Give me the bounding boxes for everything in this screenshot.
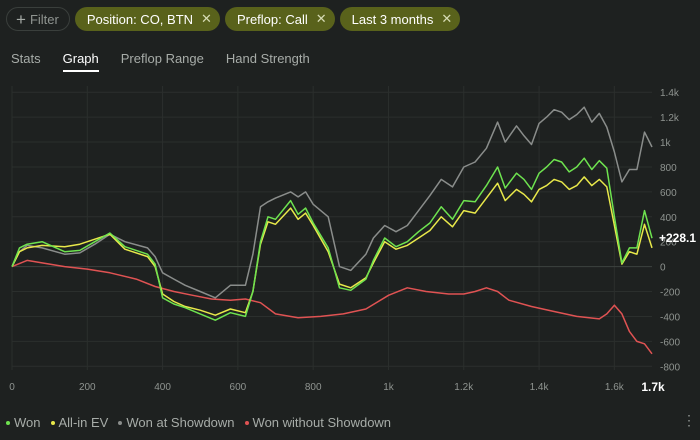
y-tick-label: 400 [660,213,677,224]
legend-label: Won without Showdown [252,415,392,430]
y-tick-label: 1.4k [660,88,680,99]
y-tick-label: -800 [660,362,680,373]
legend-dot [6,420,10,425]
more-options-icon[interactable]: ⋮ [682,412,696,428]
tab-hand-strength[interactable]: Hand Strength [225,51,310,66]
series-line-allin-ev [11,176,653,316]
y-tick-label: -200 [660,288,680,299]
chart-legend: Won All-in EV Won at Showdown Won withou… [6,415,391,430]
filter-chip-date[interactable]: Last 3 months ✕ [339,7,461,31]
tab-stats[interactable]: Stats [11,51,41,66]
plus-icon: + [16,9,26,29]
y-tick-label: 600 [660,188,677,199]
legend-item-showdown[interactable]: Won at Showdown [118,415,235,430]
add-filter-label: Filter [29,11,59,27]
legend-dot [118,420,123,425]
tab-preflop-range[interactable]: Preflop Range [120,51,204,66]
filter-chip-label: Preflop: Call [236,11,308,27]
close-icon[interactable]: ✕ [201,11,212,26]
filter-chip-preflop[interactable]: Preflop: Call ✕ [224,7,335,31]
y-tick-label: 1.2k [660,113,680,124]
x-tick-label: 0 [9,382,15,393]
add-filter-button[interactable]: + Filter [6,7,70,31]
filter-chip-position[interactable]: Position: CO, BTN ✕ [74,7,220,31]
current-value-label: +228.1 [659,231,696,245]
legend-item-non-showdown[interactable]: Won without Showdown [244,415,392,430]
x-tick-label: 800 [305,382,322,393]
tab-bar: Stats Graph Preflop Range Hand Strength [11,51,310,72]
y-tick-label: 800 [660,163,677,174]
close-icon[interactable]: ✕ [315,11,327,26]
filter-chip-label: Last 3 months [351,11,434,27]
y-tick-label: -400 [660,312,680,323]
legend-dot [50,420,55,425]
x-tick-label: 1.6k [605,382,625,393]
legend-item-allin-ev[interactable]: All-in EV [50,415,109,430]
y-tick-label: -600 [660,337,680,348]
x-end-label: 1.7k [641,380,665,394]
filter-bar: + Filter Position: CO, BTN ✕ Preflop: Ca… [6,7,461,31]
profit-graph[interactable]: 1.4k 1.2k 1k 800 600 400 200 0 -200 -400 -600 -800 0… [0,78,700,408]
close-icon[interactable]: ✕ [441,11,453,26]
x-tick-label: 200 [79,382,96,393]
y-tick-label: 1k [660,138,672,149]
series-line-won [11,157,653,321]
tab-graph[interactable]: Graph [62,51,99,72]
filter-chip-label: Position: CO, BTN [86,11,194,27]
x-tick-label: 400 [154,382,171,393]
x-tick-label: 600 [230,382,247,393]
legend-dot [244,420,249,425]
x-tick-label: 1k [383,382,395,393]
x-tick-label: 1.4k [530,382,550,393]
series-line-showdown [11,106,653,299]
legend-label: Won [14,415,41,430]
legend-label: All-in EV [58,415,109,430]
series-line-non-showdown [11,259,653,355]
legend-item-won[interactable]: Won [6,415,41,430]
legend-label: Won at Showdown [126,415,235,430]
x-tick-label: 1.2k [454,382,474,393]
y-tick-label: 200 [660,238,677,249]
y-tick-label: 0 [660,263,666,274]
